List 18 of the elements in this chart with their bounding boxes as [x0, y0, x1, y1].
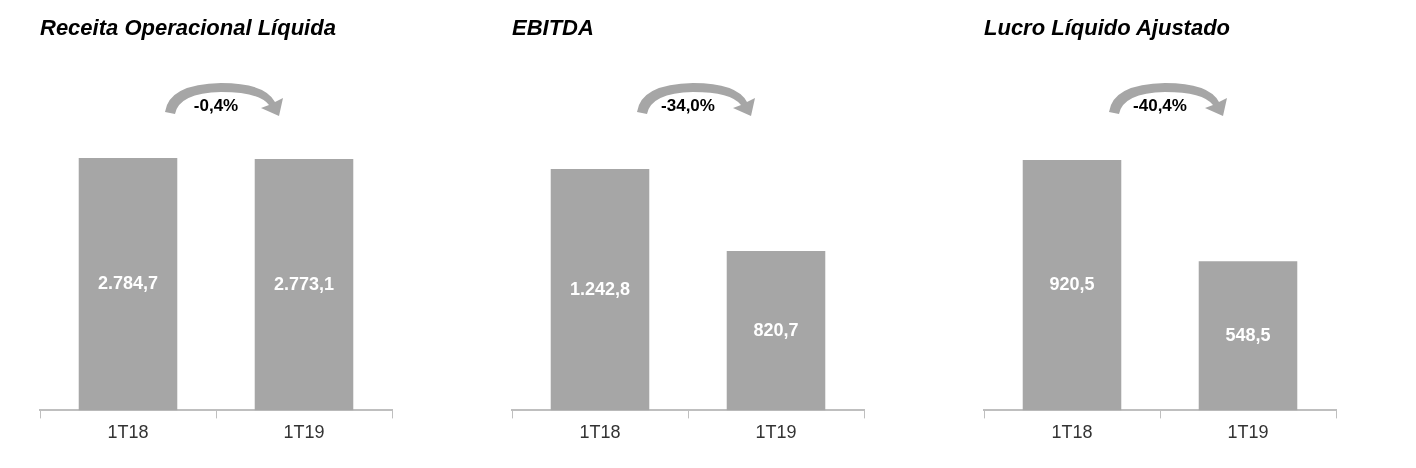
chart-title: Receita Operacional Líquida	[40, 15, 336, 41]
x-tick-label: 1T18	[107, 422, 149, 443]
x-tick-label: 1T19	[283, 422, 325, 443]
x-tick-label: 1T18	[579, 422, 621, 443]
text: -0,4%	[193, 95, 239, 115]
x-tick-label: 1T19	[1227, 422, 1269, 443]
x-tick-label: 1T19	[755, 422, 797, 443]
chart-title: Lucro Líquido Ajustado	[984, 15, 1231, 41]
x-tick-label: 1T18	[1051, 422, 1093, 443]
data-label: 820,7	[753, 319, 799, 340]
text: -40,4%	[1133, 95, 1187, 115]
text: -34,0%	[661, 95, 715, 115]
data-label: 2.773,1	[273, 273, 335, 294]
chart-title: EBITDA	[512, 15, 594, 41]
data-label: 920,5	[1049, 274, 1095, 295]
data-label: 1.242,8	[569, 278, 631, 299]
data-label: 2.784,7	[97, 273, 159, 294]
data-label: 548,5	[1225, 324, 1271, 345]
